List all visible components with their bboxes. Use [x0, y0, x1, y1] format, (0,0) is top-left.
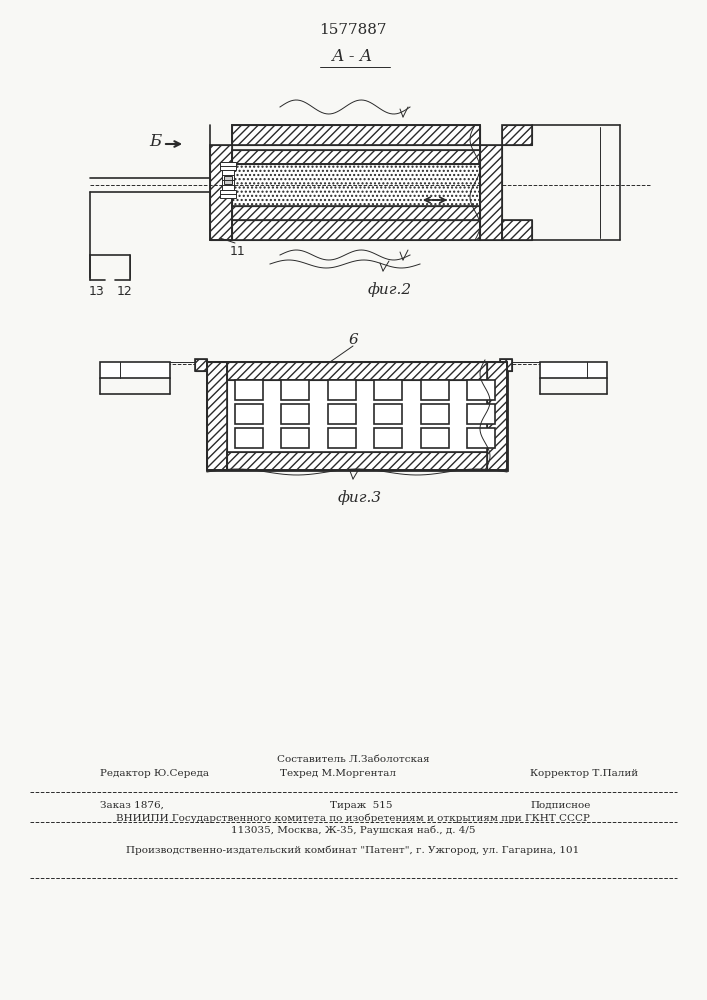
Bar	[467, 380, 495, 400]
Bar	[282, 194, 307, 206]
Bar	[227, 452, 487, 470]
Bar	[232, 164, 480, 206]
Text: Подписное: Подписное	[530, 800, 590, 810]
Bar	[207, 362, 507, 470]
Text: 113035, Москва, Ж-35, Раушская наб., д. 4/5: 113035, Москва, Ж-35, Раушская наб., д. …	[230, 825, 475, 835]
Bar	[232, 206, 480, 220]
Bar	[210, 145, 232, 240]
Bar	[220, 162, 236, 170]
Bar	[487, 362, 507, 470]
Bar	[487, 362, 507, 470]
Text: 1577887: 1577887	[320, 23, 387, 37]
Text: Производственно-издательский комбинат "Патент", г. Ужгород, ул. Гагарина, 101: Производственно-издательский комбинат "П…	[127, 845, 580, 855]
Bar	[232, 206, 480, 220]
Bar	[502, 220, 532, 240]
Bar	[328, 404, 356, 424]
Bar	[232, 220, 480, 240]
Bar	[227, 362, 487, 380]
Bar	[281, 428, 310, 448]
Bar	[500, 359, 512, 371]
Bar	[366, 166, 391, 178]
Bar	[100, 362, 170, 378]
Bar	[480, 145, 502, 240]
Bar	[421, 380, 449, 400]
Bar	[502, 125, 532, 145]
Bar	[366, 194, 391, 206]
Bar	[500, 359, 512, 371]
Bar	[374, 404, 402, 424]
Bar	[240, 166, 265, 178]
Bar	[324, 166, 349, 178]
Text: 13: 13	[89, 285, 105, 298]
Bar	[502, 220, 532, 240]
Bar	[328, 380, 356, 400]
Text: Заказ 1876,: Заказ 1876,	[100, 800, 164, 810]
Text: 6: 6	[348, 333, 358, 347]
Text: 11: 11	[230, 245, 246, 258]
Bar	[232, 150, 480, 164]
Bar	[232, 125, 480, 145]
Text: Тираж  515: Тираж 515	[330, 800, 392, 810]
Bar	[408, 166, 433, 178]
Bar	[374, 380, 402, 400]
Bar	[232, 220, 480, 240]
Bar	[232, 150, 480, 164]
Text: 12: 12	[117, 285, 133, 298]
Bar	[281, 404, 310, 424]
Bar	[282, 166, 307, 178]
Bar	[235, 404, 263, 424]
Bar	[210, 145, 232, 240]
Text: фиг.3: фиг.3	[338, 490, 382, 505]
Bar	[502, 125, 532, 145]
Bar	[467, 428, 495, 448]
Bar	[408, 194, 433, 206]
Bar	[235, 380, 263, 400]
Bar	[235, 428, 263, 448]
Bar	[240, 194, 265, 206]
Text: фиг.2: фиг.2	[368, 282, 412, 297]
Bar	[324, 194, 349, 206]
Bar	[467, 404, 495, 424]
Text: Редактор Ю.Середа: Редактор Ю.Середа	[100, 770, 209, 778]
Bar	[207, 362, 227, 470]
Bar	[232, 125, 480, 145]
Bar	[328, 428, 356, 448]
Bar	[224, 176, 232, 184]
Bar	[480, 145, 502, 240]
Bar	[281, 380, 310, 400]
Bar	[220, 190, 236, 198]
Text: ВНИИПИ Государственного комитета по изобретениям и открытиям при ГКНТ СССР: ВНИИПИ Государственного комитета по изоб…	[116, 813, 590, 823]
Text: Корректор Т.Палий: Корректор Т.Палий	[530, 770, 638, 778]
Bar	[421, 428, 449, 448]
Text: А - А: А - А	[332, 48, 374, 65]
Bar	[195, 359, 207, 371]
Bar	[232, 164, 480, 206]
Bar	[207, 362, 227, 470]
Bar	[227, 362, 487, 380]
Bar	[195, 359, 207, 371]
Bar	[222, 168, 234, 192]
Bar	[540, 362, 607, 378]
Bar	[421, 404, 449, 424]
Bar	[227, 452, 487, 470]
Text: Техред М.Моргентал: Техред М.Моргентал	[280, 770, 396, 778]
Text: Составитель Л.Заболотская: Составитель Л.Заболотская	[276, 756, 429, 764]
Text: Б: Б	[149, 133, 161, 150]
Bar	[374, 428, 402, 448]
